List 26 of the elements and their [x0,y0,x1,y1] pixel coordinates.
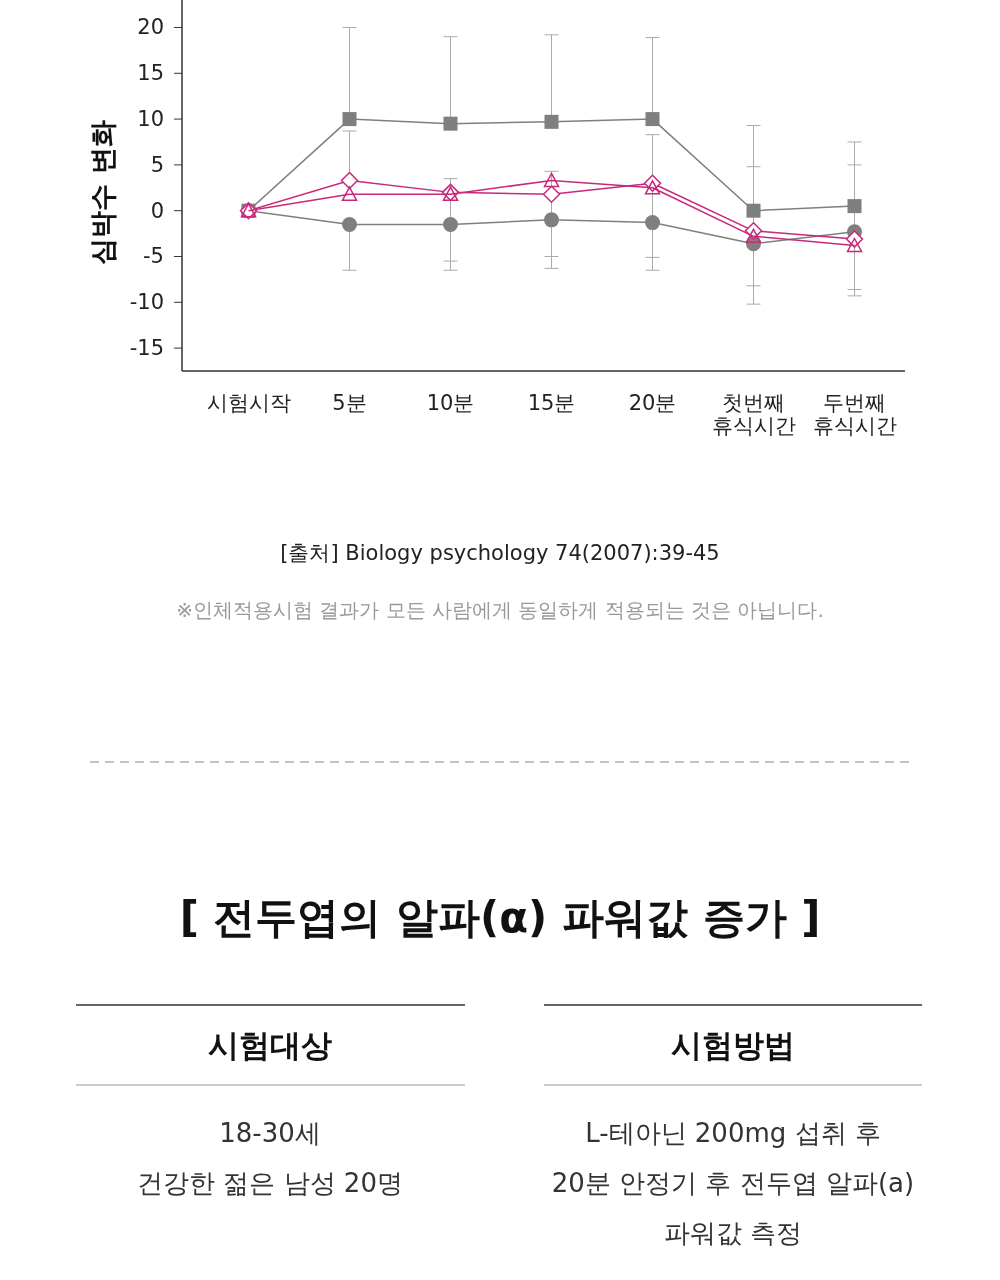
y-tick-label: -10 [129,290,164,315]
x-tick-label: 두번째 휴식시간 [812,391,897,439]
text: ※인체적용시험 결과가 모든 사람에게 동일하게 적용되는 것은 아닙니다. [176,598,824,622]
y-tick-label: 15 [137,61,164,86]
y-tick-label: 20 [137,15,164,40]
text: 건강한 젊은 남성 20명 [137,1168,403,1198]
x-tick-label: 20분 [628,391,677,415]
text: 파워값 측정 [663,1218,803,1248]
text: [출처] Biology psychology 74(2007):39-45 [280,541,720,565]
text: [ 전두엽의 알파(α) 파워값 증가 ] [179,893,821,942]
y-axis-title: 심박수 변화 [87,120,118,265]
y-tick-label: 0 [150,198,164,223]
x-tick-label: 5분 [332,391,367,415]
text: 20분 안정기 후 전두엽 알파(a) [551,1168,915,1198]
y-tick-label: -5 [143,244,164,269]
text: L-테아닌 200mg 섭취 후 [585,1118,881,1148]
text: 시험방법 [671,1027,795,1063]
text: 18-30세 [219,1118,321,1148]
y-tick-label: 5 [150,152,164,177]
text: 시험대상 [208,1027,332,1063]
y-tick-label: -15 [129,336,164,361]
x-tick-label: 10분 [426,391,475,415]
y-tick-label: 10 [137,107,164,132]
x-tick-label: 시험시작 [206,391,291,415]
x-tick-label: 첫번째 휴식시간 [711,391,796,439]
x-tick-label: 15분 [527,391,576,415]
